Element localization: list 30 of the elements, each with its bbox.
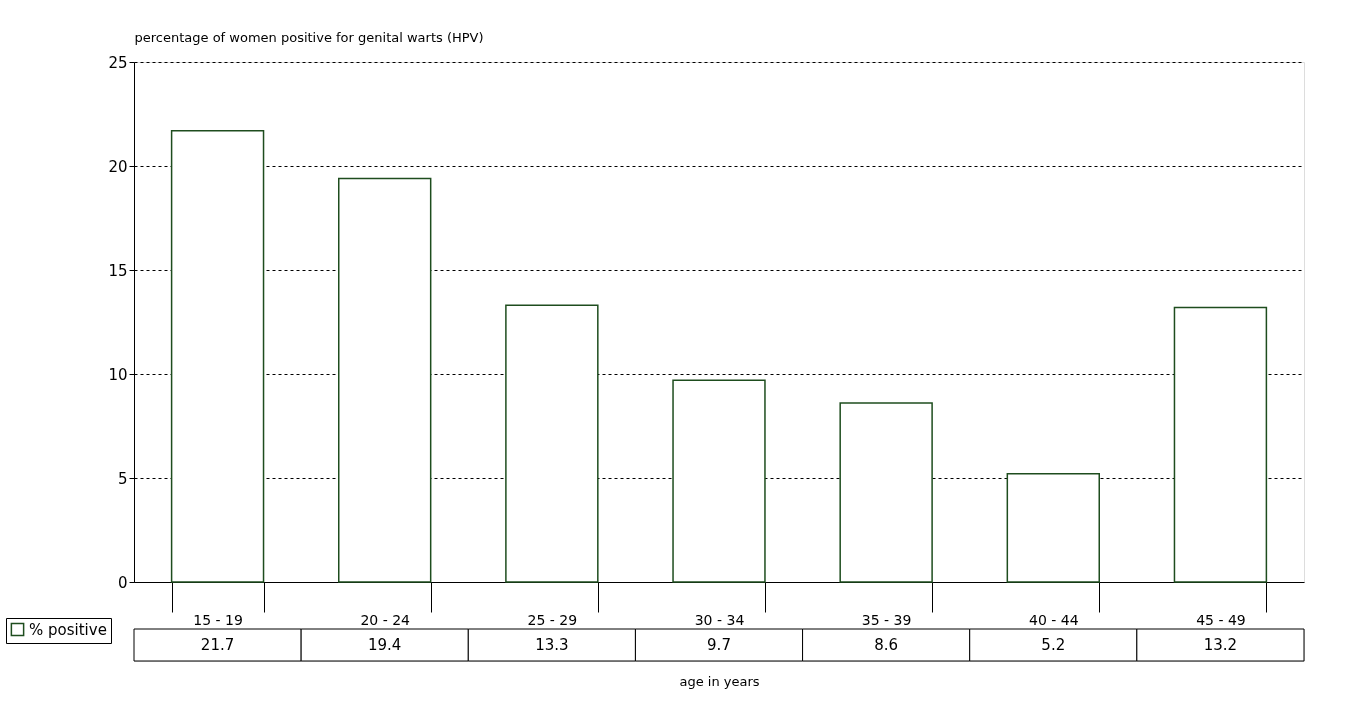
bar [1006,473,1100,583]
y-tick-label: 20 [108,157,128,176]
data-label: 21.7 [200,636,235,654]
y-tick-label: 10 [108,365,128,384]
bar [1173,306,1268,583]
bar [170,129,265,583]
x-tick-label: 15 - 19 [193,611,243,628]
bar [672,379,766,583]
bar [839,402,933,583]
x-tick-label: 30 - 34 [694,611,745,628]
x-axis-title: age in years [679,673,760,689]
x-tick-label: 35 - 39 [861,611,912,628]
x-tick-label: 45 - 49 [1196,611,1246,628]
legend-label: % positive [29,620,107,639]
x-tick-label: 20 - 24 [360,611,411,628]
y-axis-title: percentage of women positive for genital warts (HPV) [134,29,484,45]
data-label: 19.4 [368,636,402,654]
bar [505,304,599,583]
data-label: 13.3 [535,636,569,654]
x-tick-label: 40 - 44 [1028,611,1079,628]
data-label: 5.2 [1041,636,1066,654]
bar [338,177,432,583]
y-tick-label: 5 [117,469,128,488]
data-label: 9.7 [707,636,731,654]
data-label: 8.6 [874,636,899,654]
y-tick-label: 15 [108,261,128,280]
y-tick-label: 25 [108,53,128,72]
data-label: 13.2 [1203,636,1238,654]
x-tick-label: 25 - 29 [527,611,578,628]
y-tick-label: 0 [117,573,128,592]
